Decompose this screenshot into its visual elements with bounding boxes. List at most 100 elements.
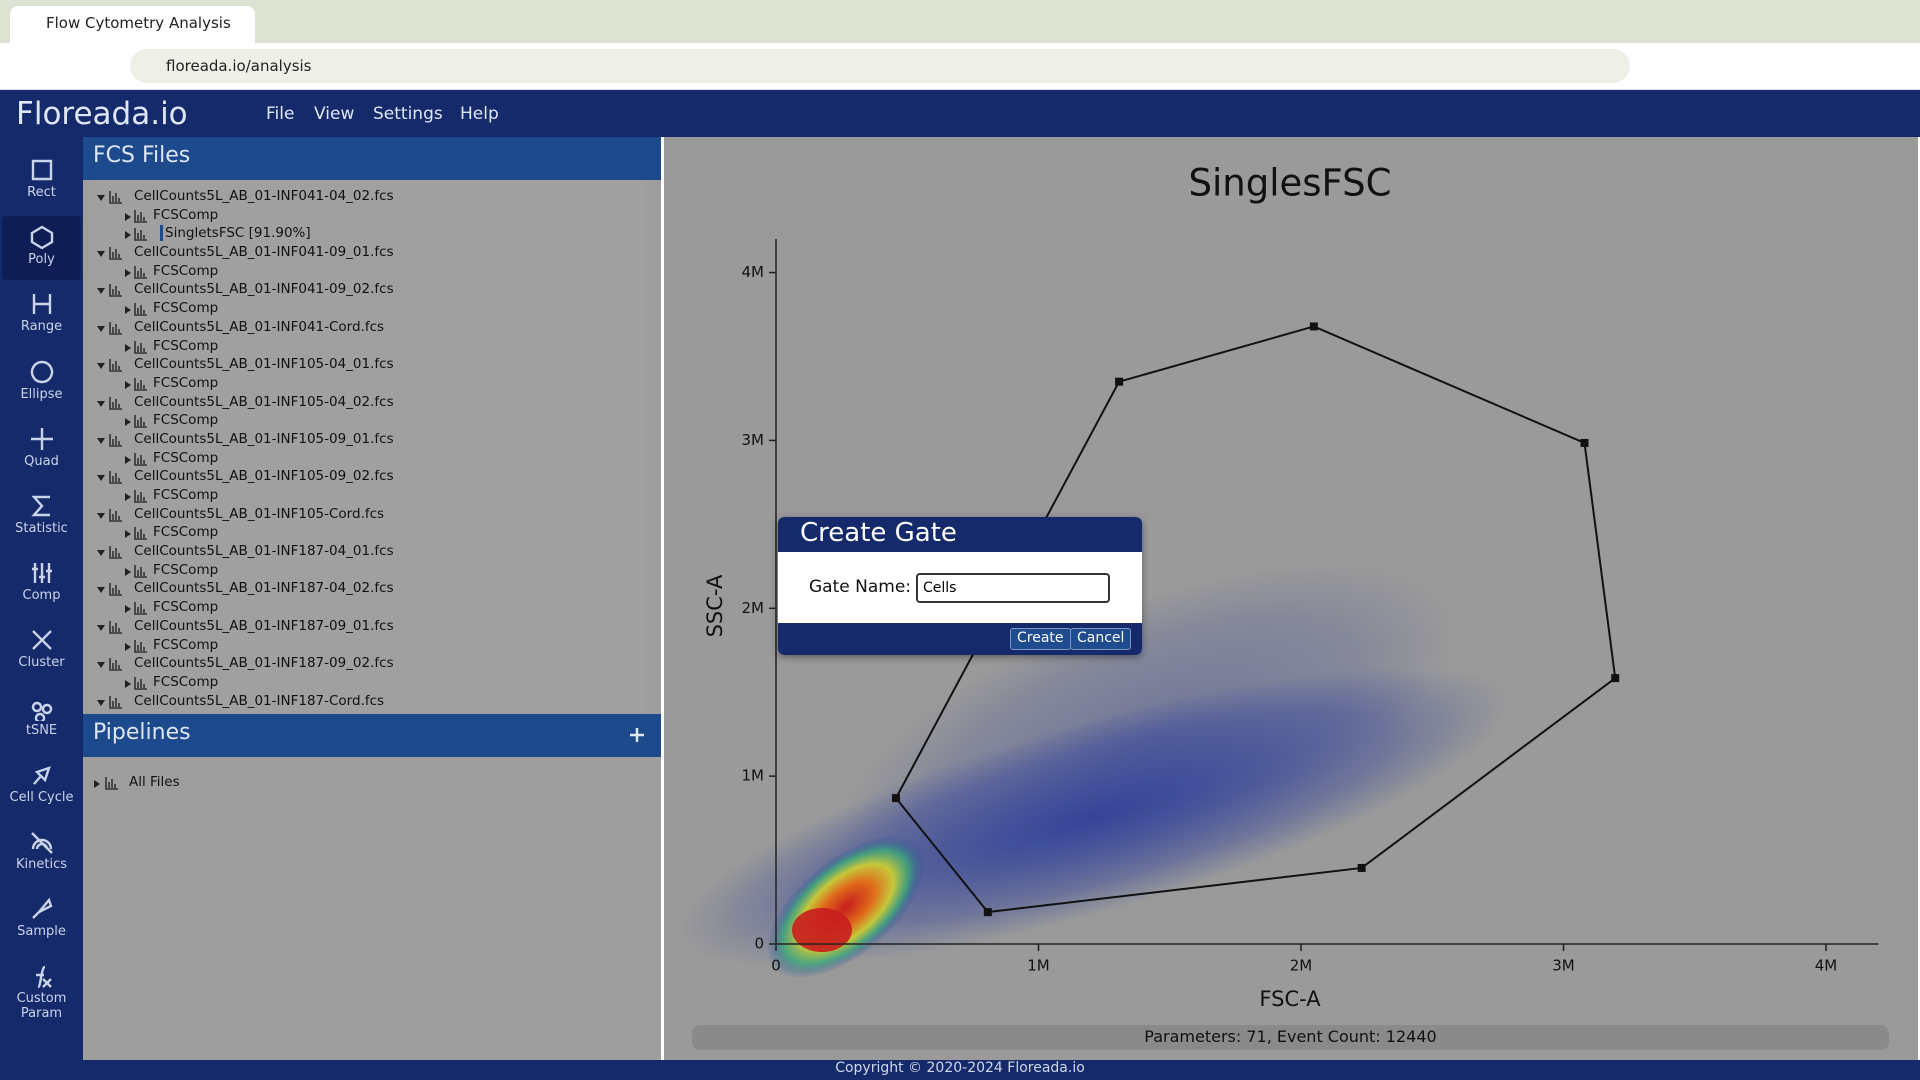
button[interactable]: Create [1010,628,1071,650]
triangle [125,212,131,221]
file-icon [109,658,122,671]
gate-vertex [891,794,900,803]
file-row[interactable]: CellCounts5L_AB_01-INF041-04_02.fcs [89,188,645,207]
icon-path [31,701,52,721]
icon-path [109,471,122,485]
file-row[interactable]: CellCounts5L_AB_01-INF187-09_01.fcs [89,618,645,637]
expander[interactable] [97,512,105,520]
gate-row[interactable]: FCSComp [89,263,645,282]
triangle [97,624,105,631]
gate-row[interactable]: FCSComp [89,599,645,618]
file-row[interactable]: CellCounts5L_AB_01-INF105-04_01.fcs [89,356,645,375]
field-label: Gate Name: [809,577,911,597]
url[interactable]: floreada.io/analysis [130,49,1630,83]
expander[interactable] [97,699,105,707]
tool-button[interactable]: Cell Cycle [2,754,81,818]
gate-row[interactable]: FCSComp [89,637,645,656]
file-row[interactable]: CellCounts5L_AB_01-INF187-Cord.fcs [89,693,645,712]
expander[interactable] [97,661,105,669]
expander[interactable] [124,493,132,501]
file-icon [109,284,122,298]
expander[interactable] [124,642,132,651]
file-row[interactable]: CellCounts5L_AB_01-INF105-Cord.fcs [89,506,645,525]
expander[interactable] [97,437,105,445]
gate-row[interactable]: FCSComp [89,412,645,431]
gate-row[interactable]: FCSComp [89,524,645,543]
dialog-title: Create Gate [778,517,1142,552]
expander[interactable] [124,679,132,688]
pipeline-name: All Files [129,774,180,790]
button[interactable]: Cancel [1070,628,1132,650]
expander[interactable] [124,380,132,389]
expander[interactable] [97,400,105,408]
file-row[interactable]: CellCounts5L_AB_01-INF041-09_02.fcs [89,281,645,300]
expander[interactable] [97,549,105,557]
menu-item[interactable]: File [266,104,295,124]
menu-item[interactable]: Help [460,104,499,124]
expander[interactable] [93,780,101,788]
file-row[interactable]: CellCounts5L_AB_01-INF105-09_01.fcs [89,431,645,450]
tool-button[interactable]: Statistic [2,485,81,549]
expander[interactable] [97,586,105,594]
expander[interactable] [124,567,132,576]
menu-item[interactable]: Settings [373,104,443,124]
tool-button[interactable]: tSNE [2,687,81,751]
gate-row[interactable]: FCSComp [89,300,645,319]
file-row[interactable]: CellCounts5L_AB_01-INF187-04_01.fcs [89,543,645,562]
expander[interactable] [97,362,105,370]
tab[interactable]: Flow Cytometry Analysis [10,6,255,43]
file-row[interactable]: CellCounts5L_AB_01-INF187-09_02.fcs [89,655,645,674]
file-row[interactable]: CellCounts5L_AB_01-INF041-09_01.fcs [89,244,645,263]
triangle [125,380,131,389]
expander[interactable] [97,325,105,333]
expander[interactable] [124,343,132,352]
expander[interactable] [124,455,132,464]
gate-row[interactable]: FCSComp [89,338,645,357]
expander[interactable] [124,530,132,539]
tool-button[interactable]: Rect [2,149,81,213]
gate-row[interactable]: FCSComp [89,207,645,226]
expander[interactable] [97,194,105,202]
expander[interactable] [97,624,105,632]
file-icon [134,490,147,503]
menu-item[interactable]: View [314,104,355,124]
triangle [97,475,105,482]
file-row[interactable]: CellCounts5L_AB_01-INF105-09_02.fcs [89,468,645,487]
expander[interactable] [97,250,105,258]
expander[interactable] [124,605,132,614]
gate-row[interactable]: FCSComp [89,450,645,469]
expander[interactable] [97,287,105,295]
gate-row[interactable]: FCSComp [89,674,645,693]
expander[interactable] [124,268,132,277]
expander[interactable] [124,306,132,315]
expander[interactable] [124,212,132,221]
gate-name-input[interactable] [916,573,1110,603]
tool-button[interactable]: Poly [2,216,81,281]
pipeline-row[interactable]: All Files [93,774,393,793]
add-icon[interactable] [628,726,646,744]
tool-button[interactable]: Ellipse [2,351,81,415]
icon-path [134,602,147,615]
gate-row[interactable]: SingletsFSC [91.90%] [89,225,645,244]
logo[interactable]: Floreada.io [16,96,188,132]
tool-button[interactable]: Sample [2,888,81,952]
gate-row[interactable]: FCSComp [89,562,645,581]
tool-button[interactable]: Quad [2,418,81,482]
tool-button[interactable]: Custom Param [2,955,81,1021]
expander[interactable] [124,418,132,427]
expander[interactable] [97,474,105,482]
tool-button[interactable]: Range [2,283,81,347]
gate-row[interactable]: FCSComp [89,487,645,506]
file-row[interactable]: CellCounts5L_AB_01-INF105-04_02.fcs [89,394,645,413]
file-name: CellCounts5L_AB_01-INF187-04_02.fcs [134,580,394,597]
x-tick-label: 2M [1290,957,1313,975]
tool-button[interactable]: Comp [2,552,81,616]
gate-row[interactable]: FCSComp [89,375,645,394]
file-row[interactable]: CellCounts5L_AB_01-INF041-Cord.fcs [89,319,645,338]
tool-button[interactable]: Kinetics [2,821,81,885]
expander[interactable] [124,231,132,240]
file-row[interactable]: CellCounts5L_AB_01-INF187-04_02.fcs [89,580,645,599]
tool-button[interactable]: Cluster [2,619,81,683]
x-axis-label: FSC-A [1259,987,1321,1011]
x-tick-label: 0 [771,957,781,975]
